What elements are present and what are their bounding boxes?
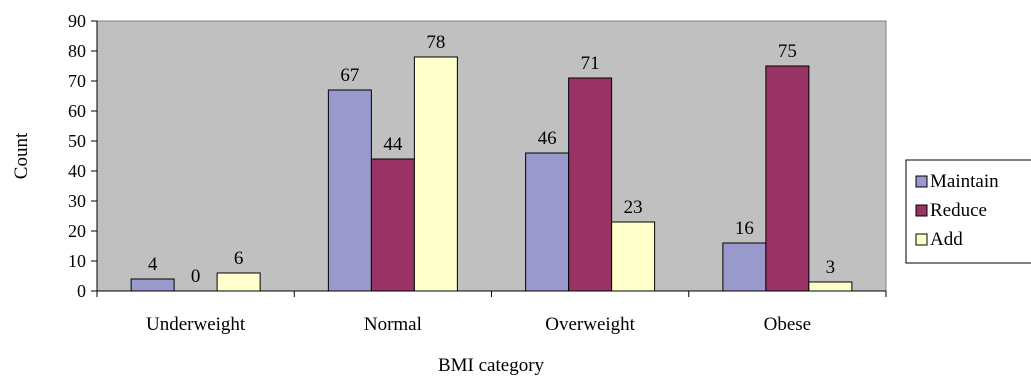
legend: Maintain Reduce Add — [905, 159, 1031, 264]
y-tick-label: 80 — [68, 41, 86, 61]
x-category-label: Underweight — [146, 314, 246, 335]
data-label: 16 — [735, 218, 754, 239]
y-tick-label: 70 — [68, 71, 86, 91]
bar — [722, 242, 767, 292]
data-label: 46 — [538, 128, 557, 149]
legend-label: Maintain — [930, 171, 999, 192]
y-tick-label: 50 — [68, 131, 86, 151]
bar — [611, 221, 656, 292]
y-axis-title: Count — [11, 132, 32, 179]
bar — [216, 272, 261, 292]
y-tick-label: 60 — [68, 101, 86, 121]
data-label: 23 — [624, 197, 643, 218]
bar-group — [130, 56, 853, 292]
x-category-label: Normal — [364, 314, 422, 335]
y-tick-label: 40 — [68, 161, 86, 181]
bar — [130, 278, 175, 292]
y-tick-label: 10 — [68, 251, 86, 271]
bar — [413, 56, 458, 292]
data-label: 75 — [778, 41, 797, 62]
legend-swatch — [915, 204, 928, 217]
x-axis-title: BMI category — [438, 355, 545, 376]
data-label: 4 — [148, 254, 158, 275]
data-labels: 4 0 6 67 44 78 46 71 23 16 75 3 — [148, 32, 835, 287]
legend-swatch — [915, 175, 928, 188]
data-label: 3 — [826, 257, 836, 278]
x-category-label: Overweight — [545, 314, 635, 335]
bar — [808, 281, 853, 292]
y-axis: 0 10 20 30 40 50 60 70 80 90 — [68, 11, 98, 301]
bar — [765, 65, 810, 292]
data-label: 0 — [191, 266, 201, 287]
data-label: 67 — [340, 65, 359, 86]
legend-swatch — [915, 233, 928, 246]
y-tick-label: 20 — [68, 221, 86, 241]
data-label: 6 — [234, 248, 244, 269]
bar — [525, 152, 570, 292]
data-label: 78 — [426, 32, 445, 53]
y-tick-label: 0 — [77, 281, 86, 301]
legend-label: Add — [930, 229, 963, 250]
x-axis: Underweight Normal Overweight Obese — [96, 290, 887, 335]
data-label: 71 — [581, 53, 600, 74]
x-category-label: Obese — [764, 314, 811, 335]
data-label: 44 — [383, 134, 403, 155]
legend-label: Reduce — [930, 200, 987, 221]
y-tick-label: 30 — [68, 191, 86, 211]
y-tick-label: 90 — [68, 11, 86, 31]
bar — [327, 89, 372, 292]
bar — [370, 158, 415, 292]
bar — [568, 77, 613, 292]
